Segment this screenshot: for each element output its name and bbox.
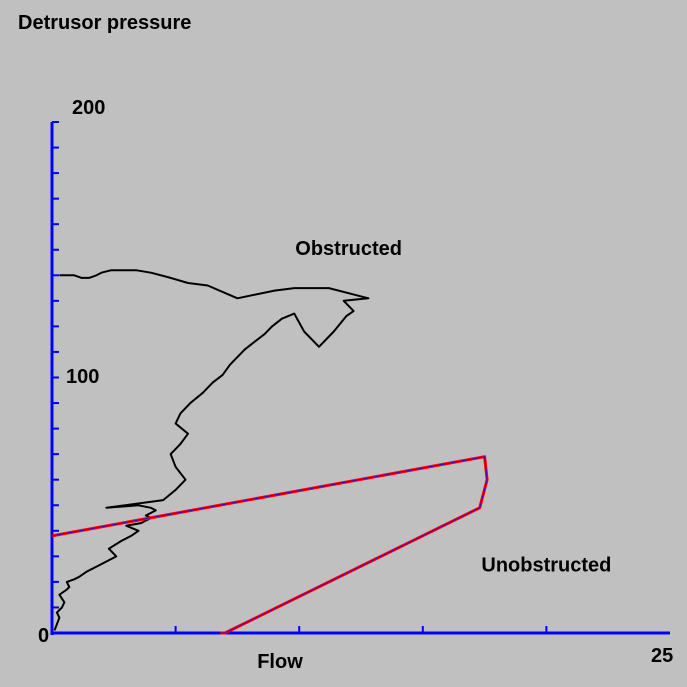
y-tick-label-0: 0 [38,625,49,647]
series-layer [51,269,489,635]
chart-title: Detrusor pressure [18,12,191,34]
axes [50,121,670,635]
region-label-obstructed: Obstructed [295,238,402,260]
nomogram-boundary-inner [51,456,488,634]
tick-labels: 0 100 200 25 [38,97,673,667]
x-tick-label-25: 25 [651,645,673,667]
nomogram-boundary-line [51,455,489,635]
region-labels: Obstructed Unobstructed [295,238,611,577]
y-tick-label-200: 200 [72,97,105,119]
x-axis-label: Flow [257,651,303,673]
pressure-flow-trace-line [53,269,370,631]
y-tick-label-100: 100 [66,366,99,388]
region-label-unobstructed: Unobstructed [481,555,611,577]
